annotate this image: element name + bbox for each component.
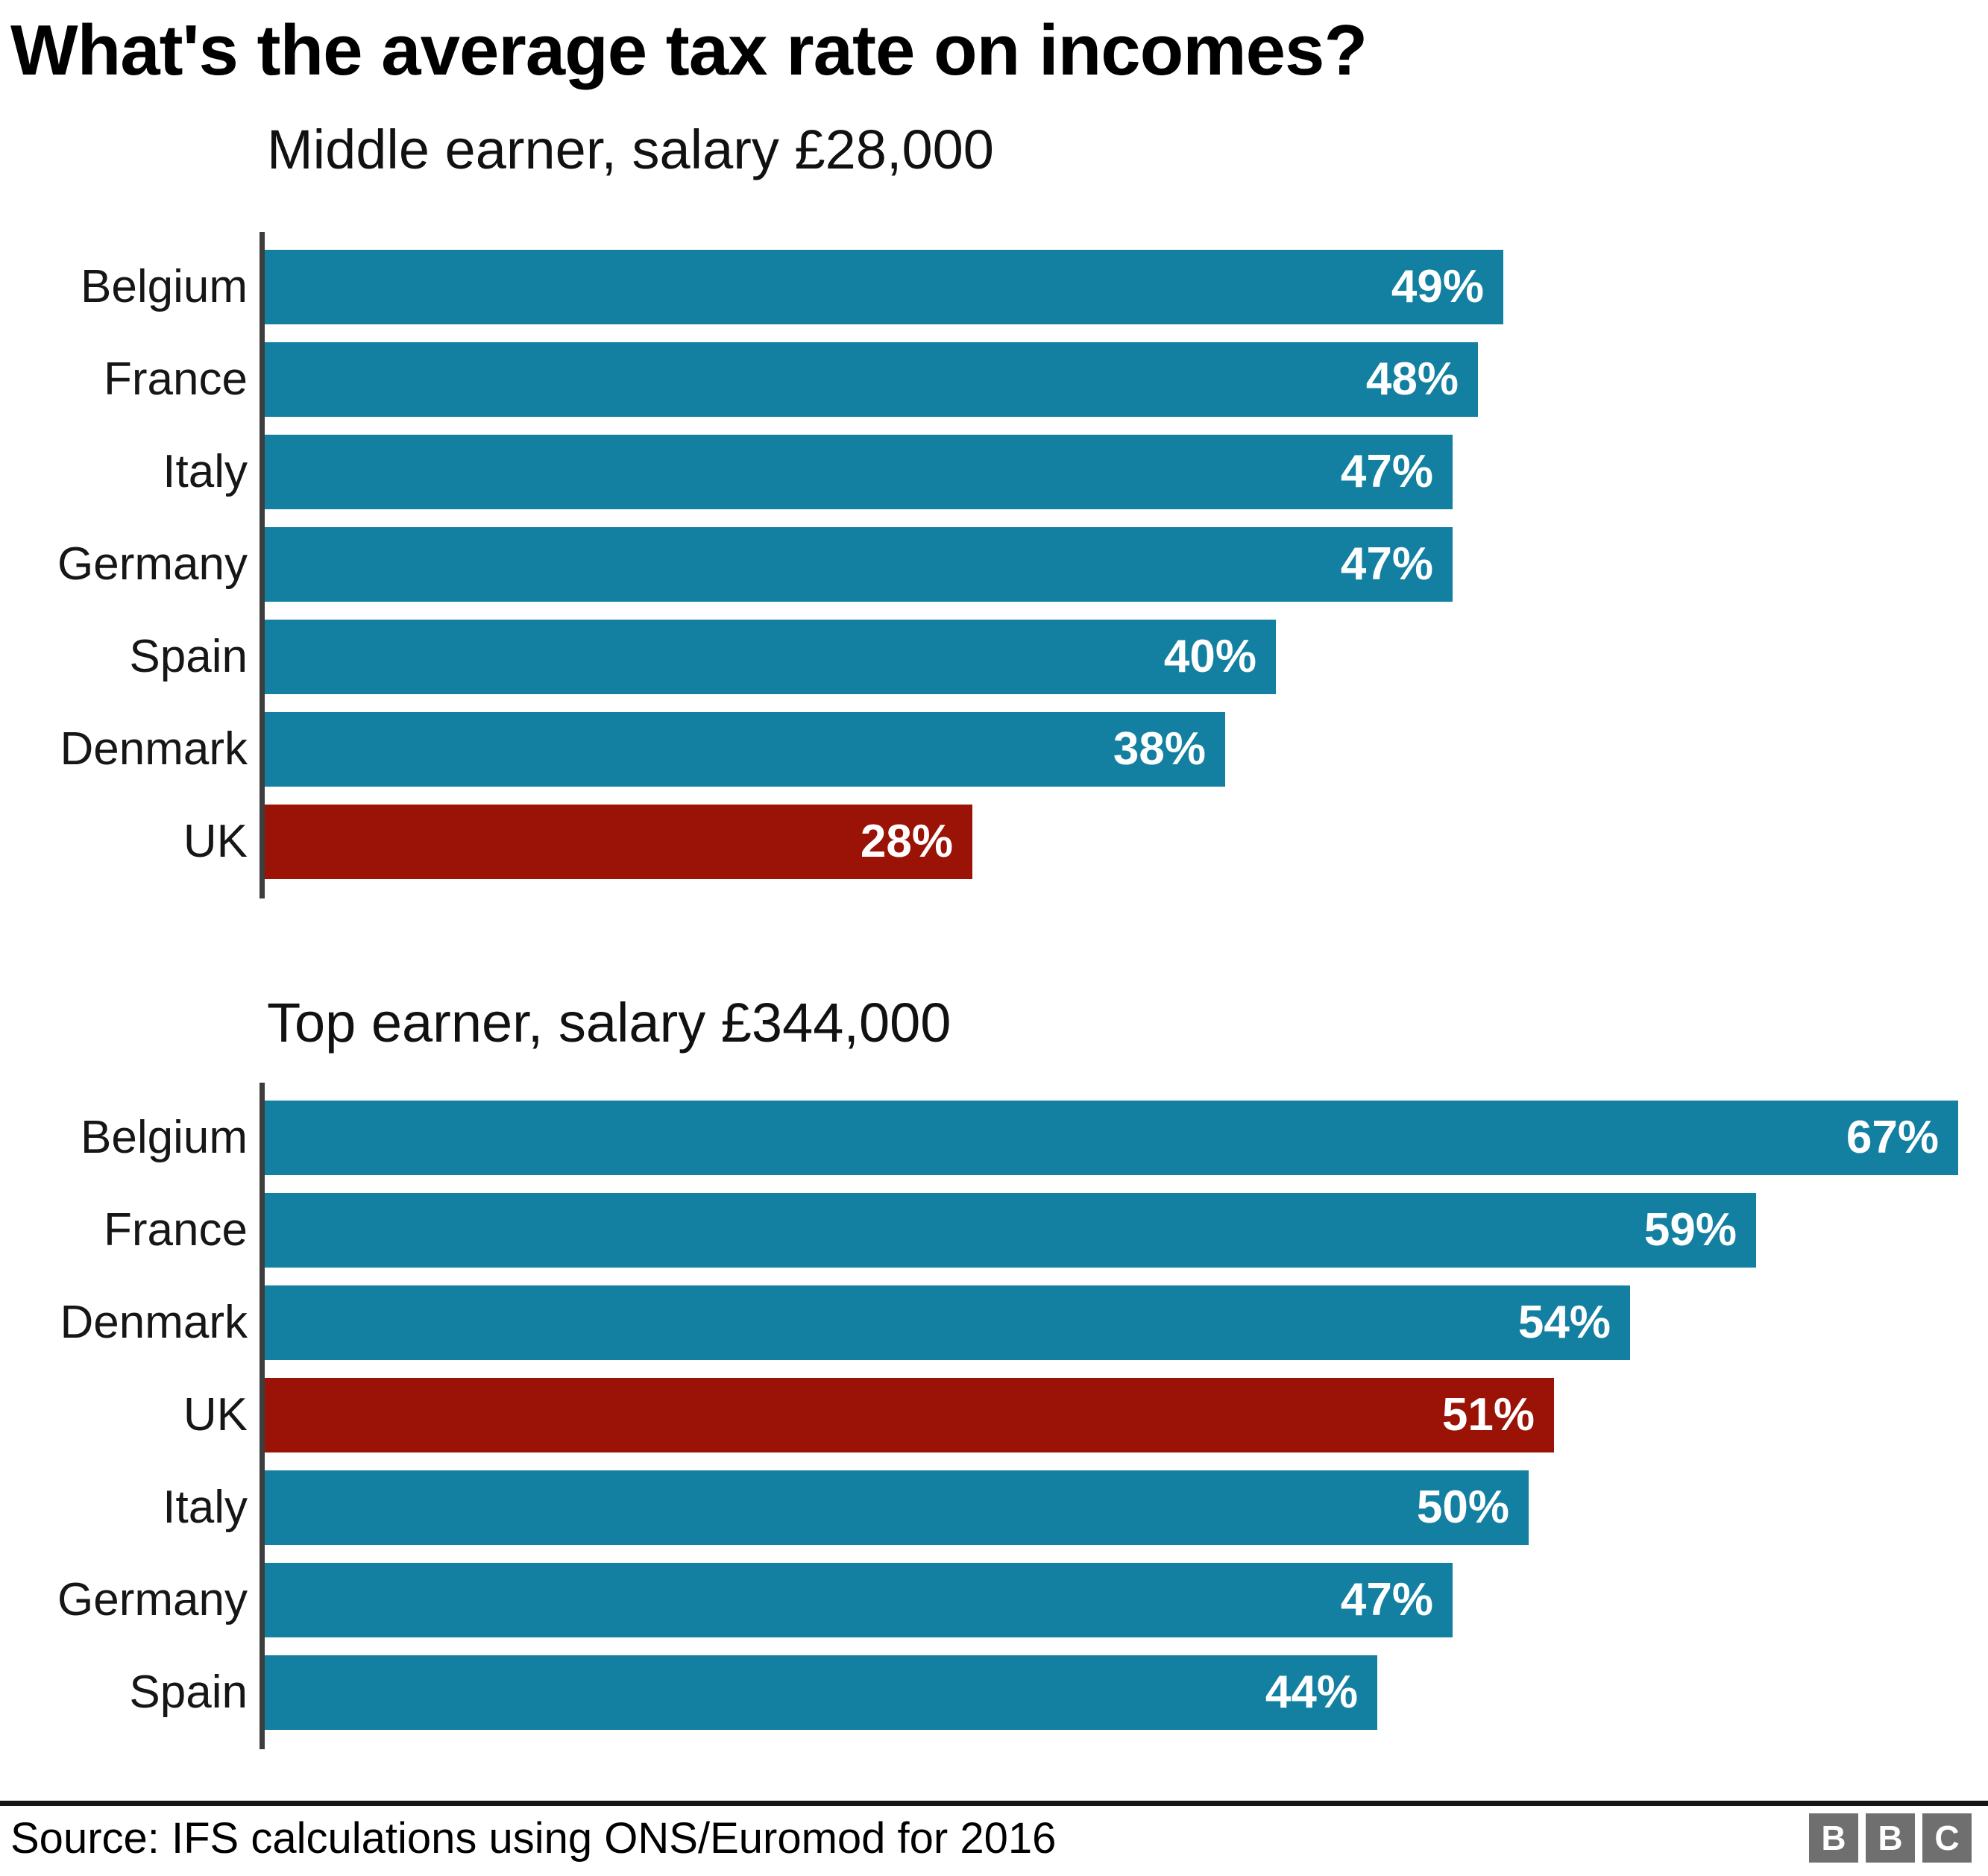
bar: 47% bbox=[265, 527, 1453, 602]
category-label: Denmark bbox=[60, 1297, 248, 1349]
value-label: 54% bbox=[1517, 1297, 1611, 1349]
category-label: Belgium bbox=[81, 1112, 248, 1164]
value-label: 50% bbox=[1416, 1482, 1509, 1534]
bar: 59% bbox=[265, 1193, 1756, 1268]
value-label: 47% bbox=[1340, 538, 1433, 591]
category-label: Denmark bbox=[60, 723, 248, 775]
category-label: Spain bbox=[129, 1666, 248, 1719]
value-label: 67% bbox=[1846, 1112, 1939, 1164]
bar: 50% bbox=[265, 1470, 1529, 1546]
category-label: Germany bbox=[57, 1574, 248, 1626]
value-label: 47% bbox=[1340, 446, 1433, 498]
bar-row-denmark: Denmark 54% bbox=[0, 1285, 1988, 1361]
bar: 54% bbox=[265, 1285, 1630, 1361]
bar: 67% bbox=[265, 1101, 1958, 1176]
bar: 38% bbox=[265, 712, 1225, 787]
bar: 49% bbox=[265, 250, 1503, 325]
bar: 44% bbox=[265, 1655, 1377, 1731]
bbc-logo-square-c: C bbox=[1922, 1813, 1972, 1863]
bar-row-belgium: Belgium 49% bbox=[0, 250, 1988, 325]
value-label: 28% bbox=[860, 816, 953, 868]
bar: 47% bbox=[265, 1563, 1453, 1638]
value-label: 47% bbox=[1340, 1574, 1433, 1626]
bar-row-germany: Germany 47% bbox=[0, 1563, 1988, 1638]
category-label: Italy bbox=[163, 446, 248, 498]
chart-top-earner: Top earner, salary £344,000 Belgium 67% Fr… bbox=[0, 992, 1988, 1750]
category-label: Spain bbox=[129, 631, 248, 683]
value-label: 51% bbox=[1441, 1389, 1535, 1441]
bar-row-germany: Germany 47% bbox=[0, 527, 1988, 602]
bar-highlight: 28% bbox=[265, 805, 972, 880]
chart-middle-earner: Middle earner, salary £28,000 Belgium 49%… bbox=[0, 118, 1988, 899]
y-axis-line bbox=[259, 1083, 265, 1750]
category-label: Germany bbox=[57, 538, 248, 591]
bar-row-denmark: Denmark 38% bbox=[0, 712, 1988, 787]
category-label: UK bbox=[183, 1389, 248, 1441]
bbc-logo-square-b1: B bbox=[1809, 1813, 1858, 1863]
chart-middle-earner-subtitle: Middle earner, salary £28,000 bbox=[267, 118, 994, 180]
value-label: 44% bbox=[1265, 1666, 1358, 1719]
value-label: 38% bbox=[1113, 723, 1206, 775]
value-label: 49% bbox=[1391, 261, 1484, 313]
bbc-logo-square-b2: B bbox=[1866, 1813, 1915, 1863]
bar-row-spain: Spain 44% bbox=[0, 1655, 1988, 1731]
category-label: Italy bbox=[163, 1482, 248, 1534]
chart-middle-earner-plot-area: Belgium 49% France 48% Italy 47% Germany 47% Spa… bbox=[0, 232, 1988, 899]
bar-row-uk: UK 28% bbox=[0, 805, 1988, 880]
footer: Source: IFS calculations using ONS/Eurom… bbox=[0, 1801, 1988, 1876]
bar-row-italy: Italy 47% bbox=[0, 435, 1988, 510]
bar: 40% bbox=[265, 620, 1276, 695]
bar-row-france: France 59% bbox=[0, 1193, 1988, 1268]
bar-row-belgium: Belgium 67% bbox=[0, 1101, 1988, 1176]
category-label: France bbox=[104, 1204, 248, 1256]
y-axis-line bbox=[259, 232, 265, 899]
chart-top-earner-plot-area: Belgium 67% France 59% Denmark 54% UK 51% Italy 5… bbox=[0, 1083, 1988, 1750]
bbc-logo: B B C bbox=[1809, 1813, 1972, 1863]
category-label: UK bbox=[183, 816, 248, 868]
category-label: Belgium bbox=[81, 261, 248, 313]
bar-highlight: 51% bbox=[265, 1378, 1554, 1453]
chart-top-earner-subtitle: Top earner, salary £344,000 bbox=[267, 992, 951, 1054]
bar-row-italy: Italy 50% bbox=[0, 1470, 1988, 1546]
source-text: Source: IFS calculations using ONS/Eurom… bbox=[10, 1813, 1057, 1863]
bar-row-uk: UK 51% bbox=[0, 1378, 1988, 1453]
bar-row-spain: Spain 40% bbox=[0, 620, 1988, 695]
bar: 47% bbox=[265, 435, 1453, 510]
page-title: What's the average tax rate on incomes? bbox=[10, 10, 1368, 90]
value-label: 40% bbox=[1163, 631, 1256, 683]
category-label: France bbox=[104, 353, 248, 406]
bar-row-france: France 48% bbox=[0, 342, 1988, 418]
value-label: 48% bbox=[1365, 353, 1459, 406]
value-label: 59% bbox=[1643, 1204, 1737, 1256]
bar: 48% bbox=[265, 342, 1478, 418]
